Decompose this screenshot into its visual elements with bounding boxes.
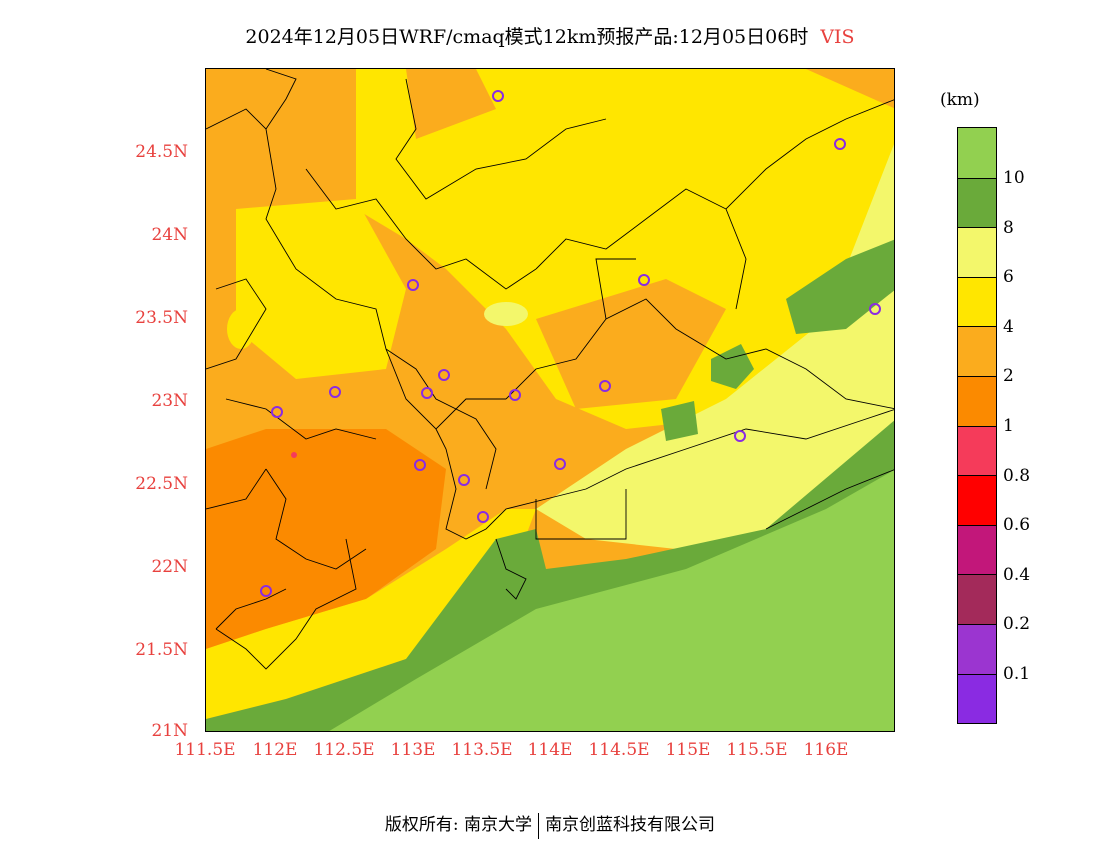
legend-label: 2 <box>1003 366 1014 386</box>
color-swatch <box>958 623 996 674</box>
legend-label: 0.2 <box>1003 614 1031 634</box>
color-bar <box>957 127 997 725</box>
color-swatch <box>958 128 996 178</box>
field-2-4km-north <box>406 69 496 139</box>
lon-label-112-5: 112.5E <box>313 740 375 760</box>
field-8-10km-patch <box>711 344 754 389</box>
lat-label-24-5: 24.5N <box>135 142 188 162</box>
copyright-text: 版权所有: 南京大学 <box>384 815 533 835</box>
color-swatch <box>958 475 996 525</box>
color-swatch <box>958 425 996 476</box>
station-marker[interactable] <box>834 138 846 150</box>
station-marker[interactable] <box>734 430 746 442</box>
lon-label-111-5: 111.5E <box>174 740 236 760</box>
boundaries <box>206 69 894 670</box>
legend-label: 0.1 <box>1003 664 1031 684</box>
lat-label-22-5: 22.5N <box>135 474 188 494</box>
color-swatch <box>958 276 996 327</box>
lat-label-21-5: 21.5N <box>135 640 188 660</box>
station-marker[interactable] <box>477 511 489 523</box>
lon-label-112: 112E <box>252 740 298 760</box>
lon-label-113: 113E <box>390 740 436 760</box>
station-marker[interactable] <box>414 459 426 471</box>
lon-label-114-5: 114.5E <box>588 740 650 760</box>
lat-label-24: 24N <box>151 225 188 245</box>
lon-label-114: 114E <box>527 740 573 760</box>
title-text: 2024年12月05日WRF/cmaq模式12km预报产品:12月05日06时 <box>245 26 809 48</box>
forecast-map[interactable] <box>205 68 895 732</box>
station-marker[interactable] <box>458 474 470 486</box>
visibility-field <box>206 69 894 731</box>
station-markers <box>260 90 881 597</box>
legend-label: 8 <box>1003 218 1014 238</box>
lat-label-21: 21N <box>151 721 188 741</box>
station-marker[interactable] <box>599 380 611 392</box>
lat-label-23-5: 23.5N <box>135 308 188 328</box>
field-2-4km-central <box>536 279 726 409</box>
field-4-6km-north <box>356 69 894 429</box>
lat-label-23: 23N <box>151 391 188 411</box>
field-4-6km-coast <box>206 509 536 719</box>
legend-label: 10 <box>1003 168 1025 188</box>
legend-units: (km) <box>940 90 980 110</box>
field-patch-pale <box>484 302 528 326</box>
station-marker[interactable] <box>509 389 521 401</box>
field-4-6km-west <box>236 199 406 379</box>
field-gt10km <box>329 470 894 731</box>
lon-label-116: 116E <box>803 740 849 760</box>
station-marker[interactable] <box>869 303 881 315</box>
lon-label-115-5: 115.5E <box>726 740 788 760</box>
station-marker[interactable] <box>407 279 419 291</box>
map-title: 2024年12月05日WRF/cmaq模式12km预报产品:12月05日06时 V… <box>0 22 1100 49</box>
legend-label: 0.4 <box>1003 565 1031 585</box>
color-swatch <box>958 326 996 376</box>
color-swatch <box>958 574 996 624</box>
footer: 版权所有: 南京大学 南京创蓝科技有限公司 <box>0 810 1100 839</box>
color-swatch <box>958 177 996 228</box>
lon-label-113-5: 113.5E <box>451 740 513 760</box>
station-marker[interactable] <box>638 274 650 286</box>
field-8-10km-east <box>786 239 894 334</box>
company-text: 南京创蓝科技有限公司 <box>545 815 716 835</box>
variable-label: VIS <box>820 26 855 48</box>
field-1-2km <box>206 429 446 649</box>
color-swatch <box>958 375 996 426</box>
color-swatch <box>958 673 996 724</box>
station-marker[interactable] <box>421 387 433 399</box>
field-6-8km <box>536 144 894 549</box>
lon-label-115: 115E <box>665 740 711 760</box>
legend-label: 1 <box>1003 416 1014 436</box>
station-marker[interactable] <box>492 90 504 102</box>
legend-label: 4 <box>1003 317 1014 337</box>
station-marker[interactable] <box>260 585 272 597</box>
station-marker[interactable] <box>554 458 566 470</box>
field-8-10km-patch-2 <box>661 401 698 441</box>
legend-label: 0.6 <box>1003 515 1031 535</box>
station-marker[interactable] <box>329 386 341 398</box>
low-vis-spot <box>291 452 297 458</box>
legend-label: 0.8 <box>1003 466 1031 486</box>
station-marker[interactable] <box>271 406 283 418</box>
footer-divider <box>538 812 540 839</box>
color-swatch <box>958 524 996 575</box>
lat-label-22: 22N <box>151 557 188 577</box>
station-marker[interactable] <box>438 369 450 381</box>
field-patch-yellow <box>227 309 255 349</box>
legend-label: 6 <box>1003 267 1014 287</box>
color-swatch <box>958 227 996 277</box>
